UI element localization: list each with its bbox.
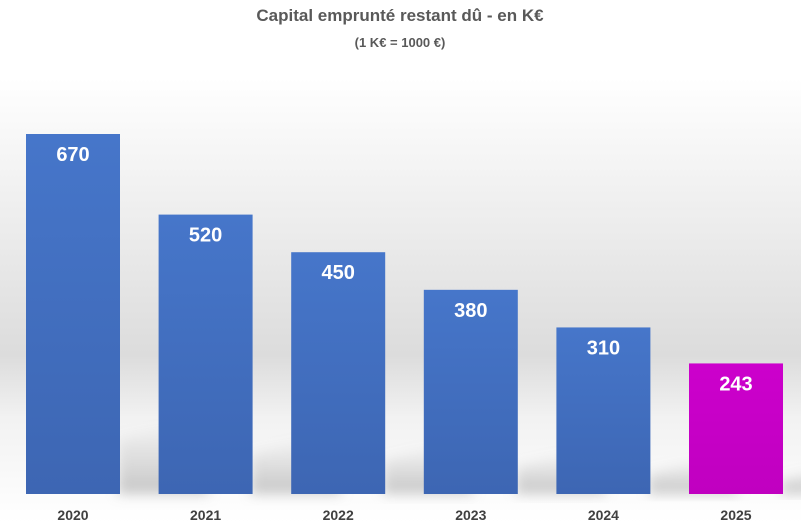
data-label-2023: 380 <box>454 300 487 322</box>
data-label-2021: 520 <box>189 225 222 247</box>
bar-2025 <box>689 363 783 494</box>
x-tick-2023: 2023 <box>455 507 486 523</box>
chart-subtitle: (1 K€ = 1000 €) <box>355 35 446 50</box>
bar-2024 <box>556 327 651 494</box>
x-axis-ticks: 2020 2021 2022 2023 2024 2025 <box>57 507 751 523</box>
data-label-2024: 310 <box>587 337 620 359</box>
bar-2021 <box>158 214 253 494</box>
x-tick-2024: 2024 <box>588 507 619 523</box>
x-tick-2021: 2021 <box>190 507 221 523</box>
x-tick-2020: 2020 <box>57 507 88 523</box>
chart-title: Capital emprunté restant dû - en K€ <box>256 6 544 25</box>
data-label-2025: 243 <box>719 373 752 395</box>
x-tick-2022: 2022 <box>323 507 354 523</box>
data-labels-group: 670 520 450 380 310 243 <box>56 144 752 395</box>
data-label-2020: 670 <box>56 144 89 166</box>
bar-2023 <box>423 289 518 494</box>
bar-2020 <box>26 134 120 494</box>
data-label-2022: 450 <box>322 262 355 284</box>
bar-shadow <box>781 475 801 494</box>
bars-group <box>26 134 783 494</box>
bar-2022 <box>291 252 386 494</box>
x-tick-2025: 2025 <box>720 507 751 523</box>
